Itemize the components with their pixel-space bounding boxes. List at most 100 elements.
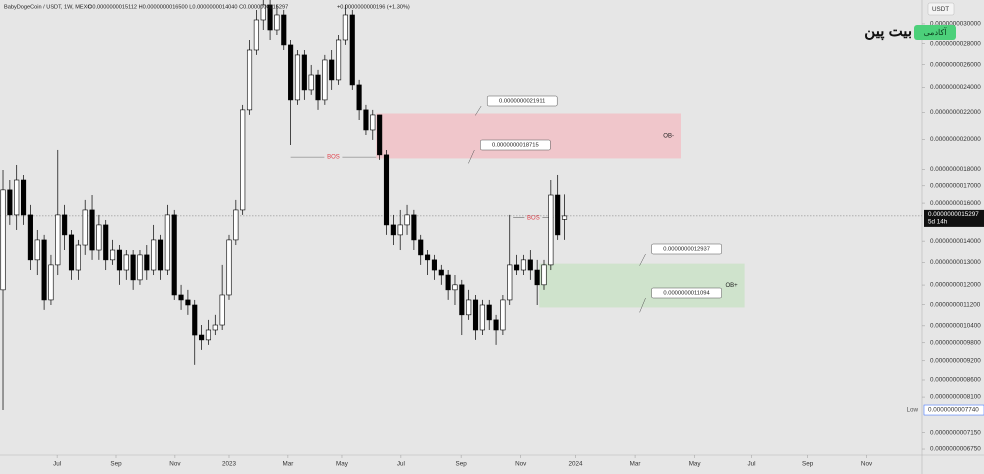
candle-body — [34, 239, 40, 261]
x-tick-label: 2024 — [568, 461, 583, 468]
y-tick-label: 0.0000000018000 — [930, 166, 981, 173]
candle-body — [561, 215, 568, 220]
brand-badge-text: آکادمی — [924, 27, 948, 37]
candle-body — [144, 254, 150, 271]
callout-box — [651, 287, 722, 299]
candle-body — [315, 74, 321, 101]
y-tick-label: 0.0000000014000 — [930, 238, 981, 245]
x-tick-label: Sep — [802, 461, 814, 468]
y-tick-label: 0.0000000008600 — [930, 377, 981, 384]
candle-body — [363, 109, 369, 131]
candle-body — [335, 39, 342, 81]
candle-body — [308, 74, 314, 91]
candle-body — [27, 214, 33, 261]
zone-label: OB- — [663, 134, 674, 140]
brand-name: بیت پین — [864, 23, 912, 41]
x-tick-label: Sep — [456, 461, 468, 468]
candle-body — [75, 244, 81, 271]
y-tick-label: 0.0000000020000 — [930, 136, 981, 143]
y-tick-label: 0.0000000012000 — [930, 282, 981, 289]
candle-body — [342, 14, 348, 41]
candle-body — [329, 59, 335, 81]
candle-body — [157, 239, 164, 271]
candle-body — [212, 324, 218, 331]
callout-label: 0.0000000018715 — [492, 143, 539, 149]
candle-body — [185, 299, 191, 306]
candle-body — [82, 209, 88, 246]
candle-body — [226, 239, 232, 296]
candle-body — [96, 224, 102, 251]
callout-box — [486, 95, 558, 107]
candle-body — [0, 189, 6, 291]
currency-box[interactable] — [927, 2, 955, 16]
callout-pointer — [468, 149, 475, 164]
candle-body — [274, 14, 280, 31]
candle-body — [349, 14, 355, 86]
candle-body — [555, 194, 561, 236]
candle-body — [68, 234, 75, 271]
countdown: 5d 14h — [928, 219, 948, 226]
candle-body — [472, 299, 479, 331]
brand-badge — [914, 25, 956, 40]
candle-body — [267, 4, 273, 31]
candle-body — [219, 294, 225, 326]
y-tick-label: 0.0000000009800 — [930, 339, 981, 346]
y-tick-label: 0.0000000026000 — [930, 61, 981, 68]
low-label: Low — [906, 407, 918, 414]
y-tick-label: 0.0000000017000 — [930, 182, 981, 189]
candle-body — [377, 114, 383, 156]
y-tick-label: 0.0000000024000 — [930, 84, 981, 91]
y-tick-label: 0.0000000008100 — [930, 394, 981, 401]
candle-body — [103, 224, 109, 261]
candle-body — [62, 214, 68, 236]
x-tick-label: Nov — [169, 461, 181, 468]
candle-body — [178, 294, 184, 301]
y-tick-label: 0.0000000022000 — [930, 109, 981, 116]
y-tick-label: 0.0000000006750 — [930, 446, 981, 453]
y-tick-label: 0.0000000016000 — [930, 200, 981, 207]
candle-body — [199, 334, 205, 341]
candle-body — [301, 54, 307, 91]
callout-box — [480, 139, 551, 151]
candle-body — [534, 269, 540, 286]
price-label: 0.0000000015297 — [928, 211, 979, 218]
candle-body — [479, 304, 485, 331]
candle-body — [192, 304, 198, 336]
callout-label: 0.0000000021911 — [499, 99, 545, 105]
candle-body — [541, 264, 547, 286]
y-tick-label: 0.0000000028000 — [930, 40, 981, 47]
callout-pointer — [639, 297, 646, 313]
candle-body — [130, 254, 136, 281]
candle-body — [459, 284, 465, 316]
candle-body — [205, 329, 212, 341]
candle-body — [527, 259, 533, 271]
order-block-zone — [539, 263, 745, 308]
x-tick-label: 2023 — [222, 461, 237, 468]
callout-pointer — [475, 105, 482, 116]
candle-body — [151, 239, 157, 271]
x-tick-label: Mar — [630, 461, 641, 468]
candle-body — [288, 44, 294, 101]
callout-label: 0.0000000012937 — [663, 247, 710, 253]
order-block-zone — [376, 113, 681, 159]
candle-body — [397, 224, 403, 236]
candle-body — [548, 194, 554, 266]
candle-body — [89, 209, 95, 251]
candle-body — [418, 239, 424, 256]
x-tick-label: Jul — [53, 461, 61, 468]
low-value: 0.0000000007740 — [928, 407, 979, 414]
candle-body — [370, 114, 376, 131]
candle-body — [233, 209, 239, 241]
y-tick-label: 0.0000000030000 — [930, 21, 981, 28]
candle-body — [253, 19, 259, 51]
price-label-box — [924, 209, 984, 227]
candle-body — [452, 284, 458, 291]
currency[interactable]: USDT — [932, 6, 949, 13]
overlay: BabyDogeCoin / USDT, 1W, MEXC O0.0000000… — [4, 2, 984, 416]
zone-label: OB+ — [725, 283, 738, 289]
candle-body — [48, 264, 54, 301]
candle-body — [431, 259, 437, 271]
candle-body — [322, 59, 328, 101]
y-tick-label: 0.0000000013000 — [930, 259, 981, 266]
candle-body — [137, 254, 143, 281]
